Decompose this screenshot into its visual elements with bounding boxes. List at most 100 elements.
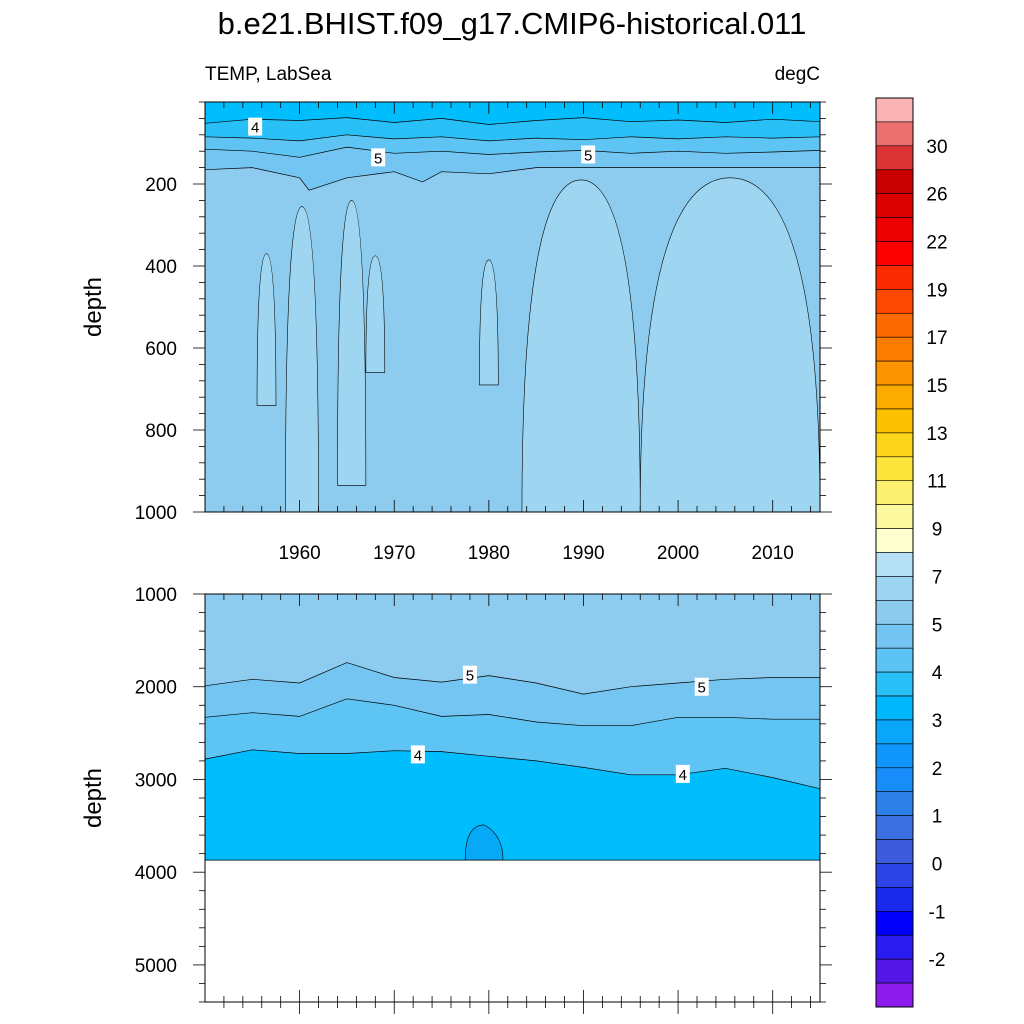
colorbar-swatch [875,767,914,793]
colorbar-label: 30 [926,137,947,158]
colorbar-label: -1 [929,902,946,923]
x-tick-label: 1970 [373,543,415,564]
warm-patch [285,206,319,512]
y-tick-label: 600 [145,339,177,360]
y-tick-label: 1000 [135,503,177,524]
y-tick-label: 4000 [135,863,177,884]
colorbar-swatch [875,647,914,673]
y-tick-label: 1000 [135,585,177,606]
colorbar-swatch [875,743,914,769]
contour-label-box [694,677,709,696]
y-tick-label: 3000 [135,770,177,791]
colorbar-swatch [875,360,914,386]
colorbar-label: -2 [929,950,946,971]
contour-line [205,134,820,142]
y-axis-label: depth [80,277,107,337]
colorbar-label: 7 [932,567,943,588]
lower-panel: 5 5 4 4 1000 2000 3000 4000 5000 depth [80,585,832,1014]
colorbar-swatch [875,552,914,577]
colorbar-swatch [875,289,914,314]
colorbar-label: 13 [926,424,947,445]
colorbar-swatch [875,145,914,171]
warm-patch [337,200,367,486]
x-tick-label: 1980 [468,543,510,564]
figure-title: b.e21.BHIST.f09_g17.CMIP6-historical.011 [217,6,807,41]
x-tick-label: 1990 [562,543,604,564]
colorbar-label: 0 [932,854,943,875]
contour-label: 4 [679,767,687,784]
x-tick-label: 1960 [278,543,320,564]
colorbar-label: 22 [926,233,947,254]
contour-label: 4 [251,120,259,137]
y-tick-label: 2000 [135,678,177,699]
colorbar-swatch [875,408,914,434]
colorbar-swatch [875,121,914,147]
contour-line [205,698,820,727]
contour-label-box [462,665,477,684]
colorbar-swatch [875,934,914,960]
x-tick-label: 2000 [657,543,699,564]
colorbar-swatch [875,504,914,529]
plot-area: 4 5 5 [205,102,820,512]
colorbar-swatch [875,719,914,745]
colorbar-label: 3 [932,711,943,732]
colorbar-swatch [875,863,914,888]
colorbar-label: 2 [932,759,943,780]
contour-band [205,102,820,125]
right-string: degC [774,64,820,85]
colorbar-swatch [875,911,914,936]
colorbar-swatch [875,958,914,984]
colorbar-swatch [875,480,914,505]
left-string: TEMP, LabSea [205,64,332,85]
colorbar-swatch [875,241,914,266]
colorbar-label: 26 [926,185,947,206]
y-tick-label: 400 [145,257,177,278]
colorbar-swatch [875,169,914,194]
warm-patch [521,179,641,512]
contour-label-box [581,145,596,164]
colorbar-swatch [875,97,914,123]
warm-patch [479,259,499,386]
contour-label-box [410,745,425,764]
colorbar-swatch [875,839,914,864]
colorbar-label: 5 [932,615,943,636]
colorbar-swatch [875,623,914,649]
warm-patch [365,255,386,373]
warm-patch [256,253,277,406]
colorbar-label: 1 [932,807,943,828]
contour-label: 5 [584,147,592,164]
colorbar-swatch [875,432,914,458]
contour-label: 5 [698,680,706,697]
colorbar-label: 15 [926,376,947,397]
colorbar-swatch [875,815,914,840]
colorbar-swatch [875,193,914,218]
contour-label-box [248,117,263,136]
warm-patch [639,177,820,512]
y-tick-label: 800 [145,421,177,442]
colorbar-label: 17 [926,328,947,349]
below-seafloor [205,860,820,1002]
colorbar-label: 19 [926,280,947,301]
contour-label: 5 [466,668,474,685]
contour-label: 5 [374,150,382,167]
colorbar-swatch [875,312,914,338]
colorbar-label: 4 [932,663,943,684]
y-axis-label: depth [80,768,107,828]
colorbar-swatch [875,456,914,482]
contour-line [205,167,820,191]
colorbar-swatch [875,695,914,721]
contour-line [205,117,820,125]
colorbar: 30 26 22 19 17 15 13 11 9 7 5 4 3 2 1 0 -1 -2 [875,97,948,1008]
x-tick-label: 2010 [752,543,794,564]
colorbar-swatch [875,887,914,912]
colorbar-swatch [875,791,914,816]
colorbar-swatch [875,600,914,625]
cold-patch [464,824,504,861]
contour-line [205,662,820,695]
colorbar-swatch [875,576,914,601]
contour-band [205,594,820,695]
y-tick-label: 5000 [135,956,177,977]
colorbar-swatch [875,217,914,242]
colorbar-swatch [875,671,914,697]
